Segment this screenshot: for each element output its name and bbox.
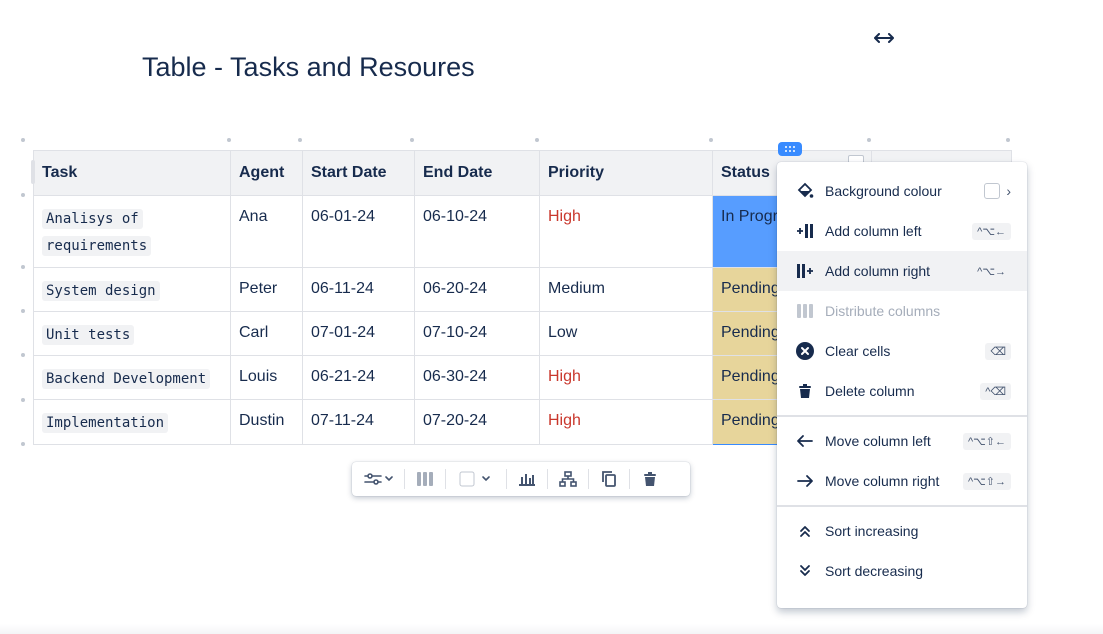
clear-cells-icon — [795, 341, 815, 361]
cell-end-date[interactable]: 07-20-24 — [414, 399, 540, 445]
menu-item-label: Move column left — [825, 433, 931, 449]
menu-item-label: Add column left — [825, 223, 922, 239]
cell-start-date[interactable]: 06-01-24 — [302, 195, 415, 268]
column-context-menu: Background colour › Add column left ^⌥← … — [777, 162, 1027, 608]
menu-item-label: Clear cells — [825, 343, 891, 359]
shortcut-badge: ⌫ — [985, 342, 1011, 360]
menu-item-label: Sort decreasing — [825, 563, 924, 579]
row-drag-handle[interactable] — [31, 160, 35, 184]
cell-task[interactable]: Implementation — [33, 399, 231, 445]
cell-end-date[interactable]: 07-10-24 — [414, 311, 540, 356]
cell-end-date[interactable]: 06-30-24 — [414, 355, 540, 400]
cell-priority[interactable]: High — [539, 355, 713, 400]
cell-agent[interactable]: Dustin — [230, 399, 303, 445]
colour-swatch — [984, 183, 1001, 199]
menu-item-sort-decreasing[interactable]: Sort decreasing — [777, 551, 1027, 591]
cell-agent[interactable]: Peter — [230, 267, 303, 312]
task-code: Analisys of — [42, 209, 143, 229]
paint-bucket-icon — [795, 181, 815, 201]
arrow-right-icon — [795, 471, 815, 491]
cell-priority[interactable]: Medium — [539, 267, 713, 312]
shortcut-badge: ^⌫ — [980, 382, 1011, 400]
shortcut-badge: ^⌥← — [972, 222, 1011, 240]
distribute-columns-icon — [795, 301, 815, 321]
menu-item-sort-increasing[interactable]: Sort increasing — [777, 511, 1027, 551]
cell-agent[interactable]: Ana — [230, 195, 303, 268]
cell-start-date[interactable]: 06-21-24 — [302, 355, 415, 400]
column-drag-handle[interactable] — [778, 142, 802, 156]
arrow-left-icon — [795, 431, 815, 451]
cell-start-date[interactable]: 07-11-24 — [302, 399, 415, 445]
menu-item-label: Sort increasing — [825, 523, 919, 539]
menu-item-label: Delete column — [825, 383, 915, 399]
menu-item-delete-column[interactable]: Delete column ^⌫ — [777, 371, 1027, 411]
delete-icon[interactable] — [636, 465, 664, 493]
cell-agent[interactable]: Carl — [230, 311, 303, 356]
menu-item-label: Move column right — [825, 473, 940, 489]
cell-agent[interactable]: Louis — [230, 355, 303, 400]
cell-task[interactable]: Analisys of requirements — [33, 195, 231, 268]
menu-item-move-column-right[interactable]: Move column right ^⌥⇧→ — [777, 461, 1027, 501]
menu-divider — [777, 415, 1027, 417]
shortcut-badge: ^⌥⇧← — [962, 432, 1011, 450]
menu-item-add-column-left[interactable]: Add column left ^⌥← — [777, 211, 1027, 251]
header-priority[interactable]: Priority — [539, 150, 713, 196]
cell-end-date[interactable]: 06-20-24 — [414, 267, 540, 312]
task-code: Implementation — [42, 413, 169, 433]
header-end-date[interactable]: End Date — [414, 150, 540, 196]
menu-item-distribute-columns: Distribute columns — [777, 291, 1027, 331]
page-title: Table - Tasks and Resoures — [142, 52, 475, 82]
menu-item-clear-cells[interactable]: Clear cells ⌫ — [777, 331, 1027, 371]
menu-item-background-colour[interactable]: Background colour › — [777, 171, 1027, 211]
trash-icon — [795, 381, 815, 401]
chart-icon[interactable] — [513, 465, 541, 493]
menu-item-label: Add column right — [825, 263, 931, 279]
task-code: Backend Development — [42, 369, 211, 389]
shortcut-badge: ^⌥→ — [972, 262, 1011, 280]
cell-task[interactable]: Backend Development — [33, 355, 231, 400]
task-code: requirements — [42, 236, 152, 256]
menu-item-label: Background colour — [825, 183, 942, 199]
hierarchy-icon[interactable] — [554, 465, 582, 493]
cell-end-date[interactable]: 06-10-24 — [414, 195, 540, 268]
cell-priority[interactable]: High — [539, 195, 713, 268]
resize-width-icon[interactable] — [872, 28, 896, 48]
page-bottom-edge — [0, 624, 1103, 634]
cell-task[interactable]: Unit tests — [33, 311, 231, 356]
cell-priority[interactable]: Low — [539, 311, 713, 356]
sort-increasing-icon — [795, 521, 815, 541]
copy-icon[interactable] — [595, 465, 623, 493]
shortcut-badge: ^⌥⇧→ — [962, 472, 1011, 490]
cell-priority[interactable]: High — [539, 399, 713, 445]
header-agent[interactable]: Agent — [230, 150, 303, 196]
cell-task[interactable]: System design — [33, 267, 231, 312]
task-code: Unit tests — [42, 325, 135, 345]
table-options-icon[interactable] — [358, 465, 398, 493]
sort-decreasing-icon — [795, 561, 815, 581]
menu-item-move-column-left[interactable]: Move column left ^⌥⇧← — [777, 421, 1027, 461]
menu-item-add-column-right[interactable]: Add column right ^⌥→ — [777, 251, 1027, 291]
header-task[interactable]: Task — [33, 150, 231, 196]
cell-start-date[interactable]: 06-11-24 — [302, 267, 415, 312]
menu-item-label: Distribute columns — [825, 303, 941, 319]
add-column-left-icon — [795, 221, 815, 241]
task-code: System design — [42, 281, 160, 301]
cell-start-date[interactable]: 07-01-24 — [302, 311, 415, 356]
header-start-date[interactable]: Start Date — [302, 150, 415, 196]
cell-background-icon[interactable] — [452, 465, 500, 493]
table-floating-toolbar — [352, 462, 690, 496]
chevron-right-icon: › — [1006, 183, 1011, 199]
column-layout-icon[interactable] — [411, 465, 439, 493]
add-column-right-icon — [795, 261, 815, 281]
menu-divider — [777, 505, 1027, 507]
